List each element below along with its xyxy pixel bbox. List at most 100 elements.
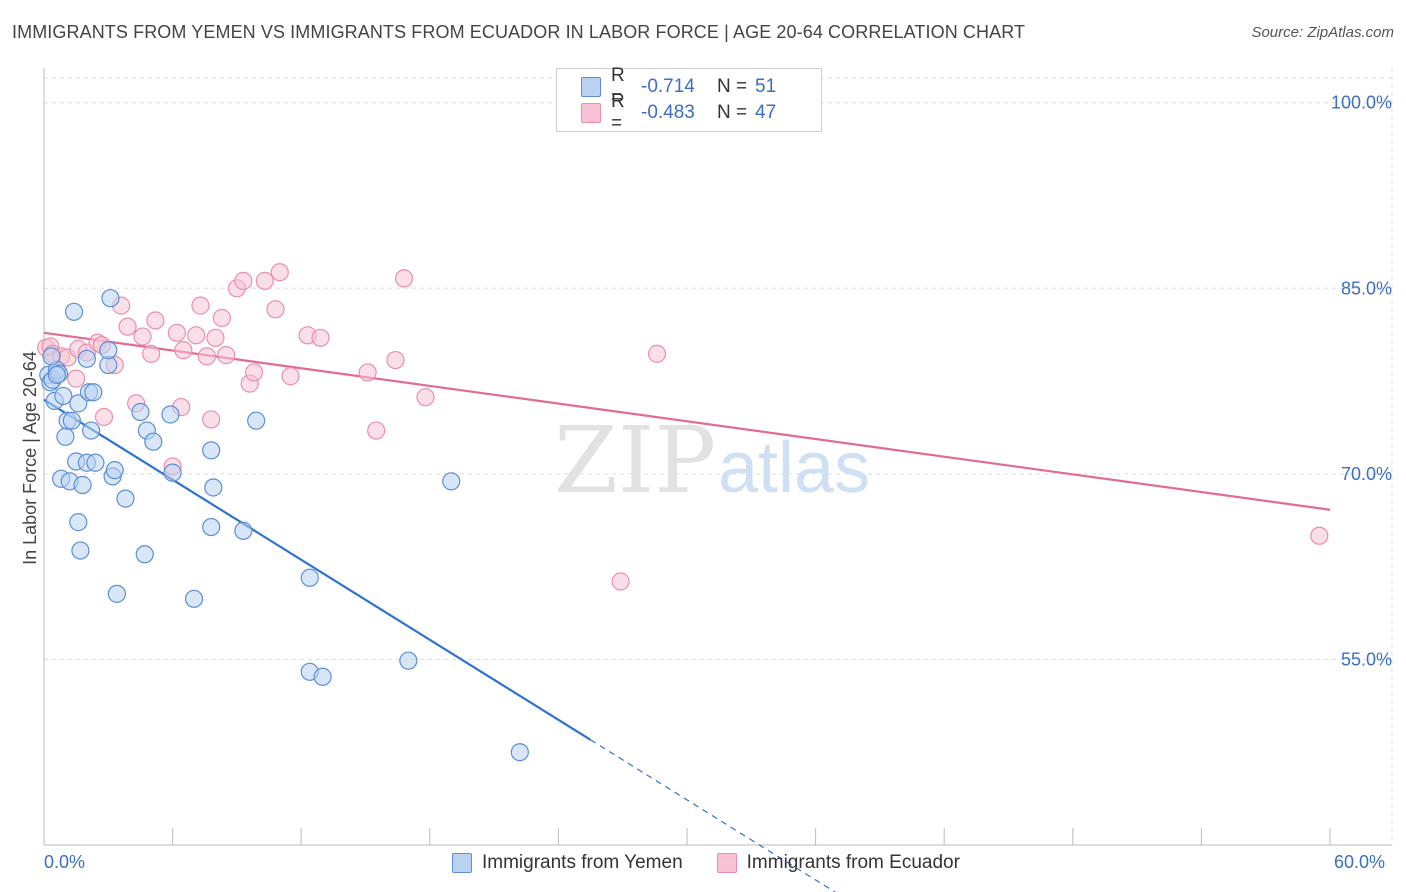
data-point-yemen bbox=[42, 347, 61, 366]
data-point-yemen bbox=[107, 584, 126, 603]
axes bbox=[43, 68, 1392, 846]
data-point-yemen bbox=[163, 463, 182, 482]
data-point-ecuador bbox=[311, 328, 330, 347]
data-point-yemen bbox=[184, 589, 204, 608]
n-value: 47 bbox=[755, 102, 777, 123]
data-point-ecuador bbox=[146, 311, 165, 330]
legend-row-yemen: R = -0.714 N = 51 bbox=[581, 65, 777, 108]
data-point-yemen bbox=[62, 411, 81, 430]
data-point-yemen bbox=[202, 441, 221, 460]
data-point-ecuador bbox=[187, 326, 206, 345]
data-point-yemen bbox=[47, 365, 66, 385]
data-point-yemen bbox=[510, 743, 529, 762]
watermark: ZIP atlas bbox=[554, 407, 870, 514]
y-tick-label: 85.0% bbox=[1341, 278, 1392, 298]
data-point-yemen bbox=[116, 489, 135, 508]
data-point-ecuador bbox=[386, 350, 405, 370]
r-label: R = bbox=[611, 65, 625, 108]
data-points bbox=[37, 263, 1329, 762]
data-point-ecuador bbox=[647, 344, 667, 363]
series-legend: Immigrants from Yemen Immigrants from Ec… bbox=[452, 852, 994, 874]
data-point-ecuador bbox=[202, 410, 221, 429]
data-point-yemen bbox=[56, 427, 75, 446]
data-point-yemen bbox=[161, 405, 180, 424]
data-point-yemen bbox=[69, 394, 88, 413]
y-tick-label: 55.0% bbox=[1341, 649, 1392, 669]
data-point-ecuador bbox=[266, 300, 285, 319]
data-point-ecuador bbox=[133, 327, 152, 346]
legend-item-yemen[interactable]: Immigrants from Yemen bbox=[452, 852, 683, 874]
data-point-ecuador bbox=[244, 363, 264, 382]
ecuador-swatch bbox=[581, 103, 601, 123]
data-point-yemen bbox=[86, 453, 105, 472]
trend-lines bbox=[43, 331, 1331, 892]
data-point-ecuador bbox=[416, 388, 435, 407]
chart-title: IMMIGRANTS FROM YEMEN VS IMMIGRANTS FROM… bbox=[12, 22, 1026, 42]
watermark-zip: ZIP bbox=[554, 407, 716, 514]
n-label: N = bbox=[717, 102, 748, 123]
y-tick-label: 70.0% bbox=[1341, 464, 1392, 484]
data-point-yemen bbox=[313, 667, 332, 686]
data-point-yemen bbox=[234, 521, 253, 540]
trend-line-yemen bbox=[43, 398, 592, 741]
data-point-yemen bbox=[64, 302, 84, 321]
data-point-yemen bbox=[99, 341, 118, 360]
watermark-atlas: atlas bbox=[718, 428, 870, 508]
data-point-ecuador bbox=[94, 407, 114, 427]
legend-label-yemen: Immigrants from Yemen bbox=[482, 852, 683, 873]
ecuador-swatch bbox=[716, 853, 737, 873]
data-point-ecuador bbox=[191, 296, 210, 315]
data-point-yemen bbox=[101, 289, 120, 308]
data-point-yemen bbox=[77, 349, 96, 368]
data-point-yemen bbox=[247, 411, 266, 430]
data-point-ecuador bbox=[367, 421, 386, 440]
data-point-yemen bbox=[84, 383, 103, 402]
data-point-ecuador bbox=[270, 263, 289, 282]
data-point-yemen bbox=[442, 472, 461, 491]
data-point-ecuador bbox=[255, 271, 274, 290]
data-point-yemen bbox=[73, 475, 92, 495]
data-point-yemen bbox=[105, 461, 124, 480]
data-point-ecuador bbox=[197, 347, 216, 366]
data-point-ecuador bbox=[1310, 526, 1329, 545]
r-value: -0.483 bbox=[641, 102, 695, 123]
legend-row-ecuador: R = -0.483 N = 47 bbox=[581, 91, 777, 134]
data-point-ecuador bbox=[281, 367, 300, 386]
data-point-ecuador bbox=[217, 346, 236, 365]
y-tick-labels: 55.0% 70.0% 85.0% 100.0% bbox=[1331, 93, 1392, 670]
data-point-yemen bbox=[131, 402, 150, 422]
y-axis-label: In Labor Force | Age 20-64 bbox=[20, 351, 40, 565]
data-point-ecuador bbox=[212, 308, 231, 328]
data-point-ecuador bbox=[67, 369, 86, 388]
legend-item-ecuador[interactable]: Immigrants from Ecuador bbox=[716, 852, 960, 874]
data-point-ecuador bbox=[394, 269, 414, 288]
data-point-ecuador bbox=[118, 317, 137, 336]
data-point-yemen bbox=[54, 386, 73, 406]
data-point-ecuador bbox=[234, 271, 253, 290]
data-point-yemen bbox=[82, 421, 101, 440]
data-point-yemen bbox=[399, 651, 418, 670]
data-point-yemen bbox=[144, 432, 163, 451]
source-label: Source: ZipAtlas.com bbox=[1251, 24, 1394, 41]
legend-label-ecuador: Immigrants from Ecuador bbox=[746, 852, 960, 873]
trend-line-yemen-extension bbox=[590, 739, 837, 892]
x-axis-min-label: 0.0% bbox=[44, 852, 86, 872]
n-label: N = bbox=[717, 76, 748, 97]
data-point-yemen bbox=[204, 478, 223, 497]
r-value: -0.714 bbox=[641, 76, 695, 97]
r-label: R = bbox=[611, 91, 625, 134]
data-point-yemen bbox=[202, 517, 221, 537]
data-point-ecuador bbox=[611, 572, 630, 591]
stats-legend: R = -0.714 N = 51 R = -0.483 N = 47 bbox=[556, 65, 822, 134]
data-point-ecuador bbox=[174, 341, 193, 360]
data-point-yemen bbox=[71, 541, 90, 560]
yemen-swatch bbox=[581, 77, 601, 97]
y-tick-label: 100.0% bbox=[1331, 93, 1392, 113]
data-point-ecuador bbox=[358, 363, 377, 382]
trend-line-ecuador bbox=[43, 331, 1331, 511]
data-point-yemen bbox=[135, 545, 154, 564]
n-value: 51 bbox=[755, 76, 777, 97]
data-point-ecuador bbox=[142, 344, 161, 363]
data-point-ecuador bbox=[167, 323, 186, 342]
